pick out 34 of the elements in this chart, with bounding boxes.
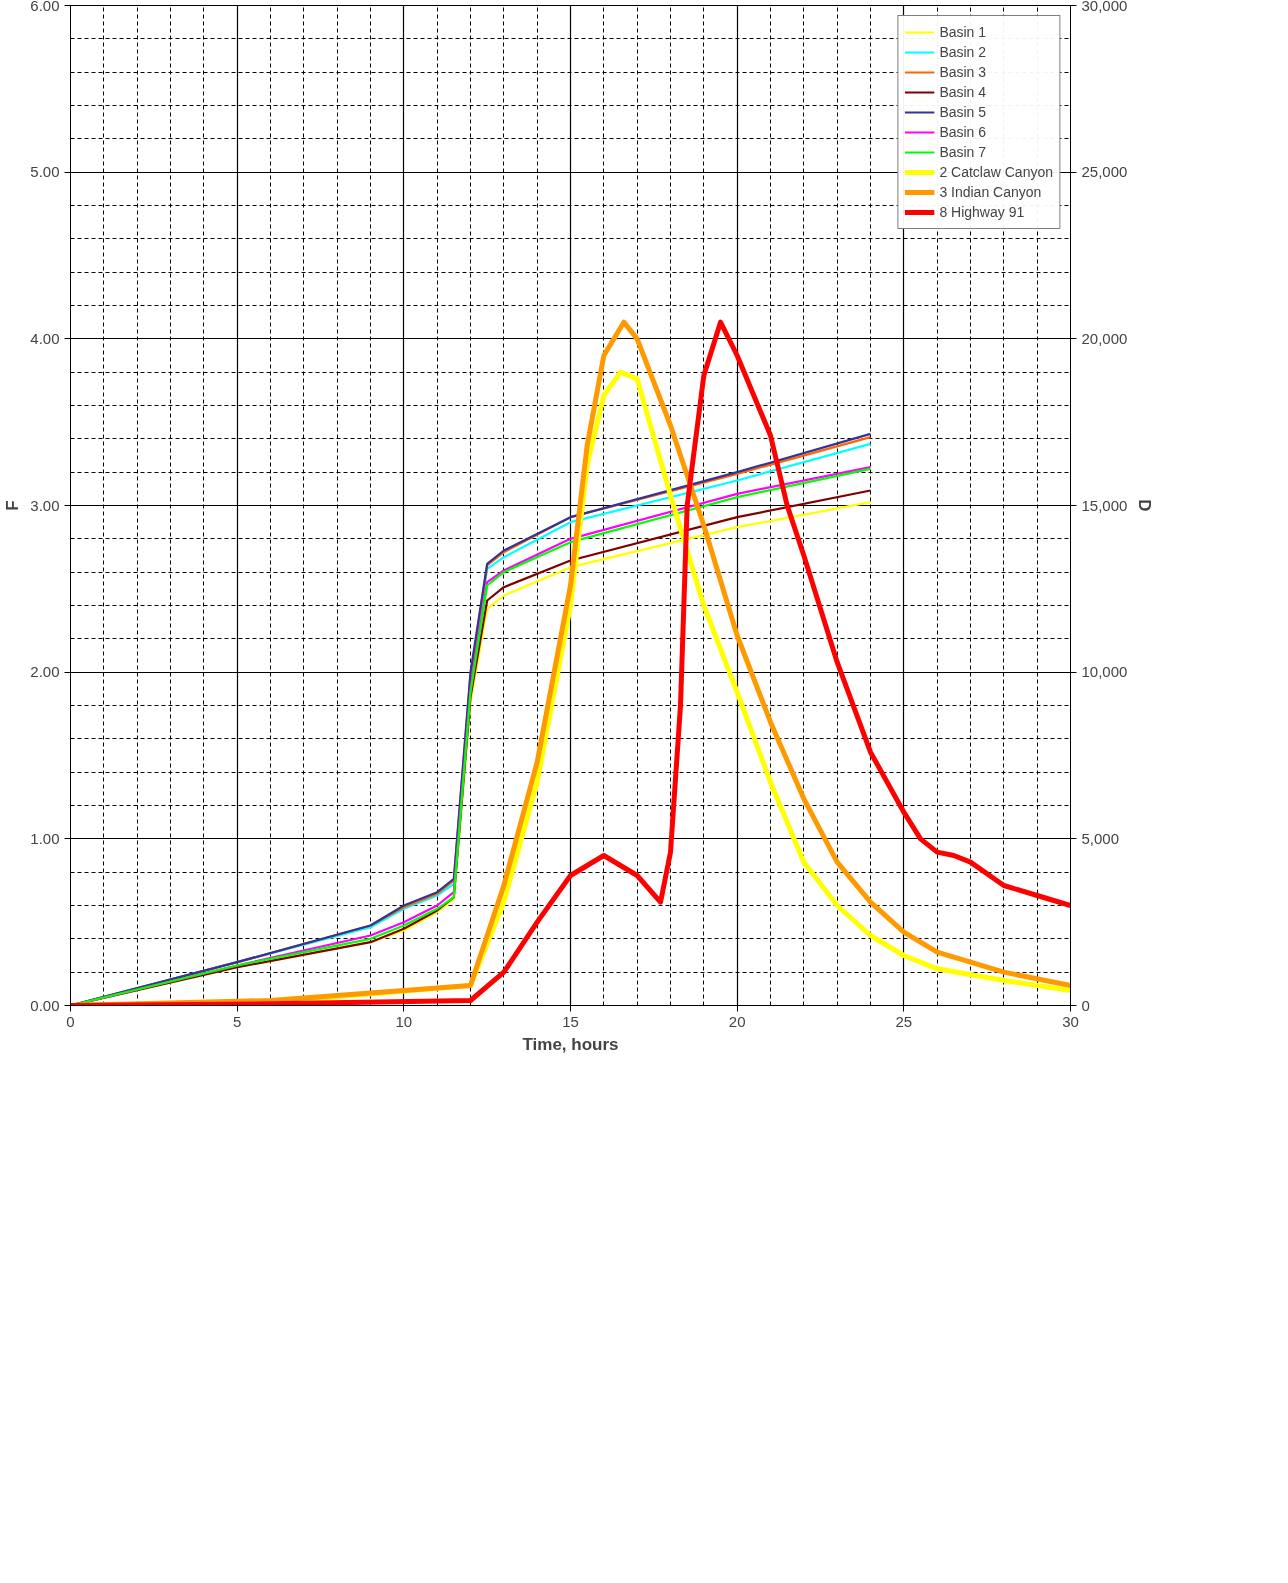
legend-label: 3 Indian Canyon	[939, 183, 1042, 201]
x-tick-label: 10	[395, 1012, 413, 1030]
y2-tick-label: 20,000	[1081, 329, 1128, 347]
y-tick-label: 0.00	[30, 996, 60, 1014]
x-axis-title: Time, hours	[522, 1034, 619, 1054]
legend-label: Basin 6	[939, 123, 987, 141]
legend-label: Basin 7	[939, 143, 987, 161]
x-tick-label: 5	[233, 1012, 242, 1030]
y-tick-label: 3.00	[30, 496, 60, 514]
legend-label: Basin 3	[939, 63, 987, 81]
y-tick-label: 6.00	[30, 0, 60, 14]
y2-tick-label: 15,000	[1081, 496, 1128, 514]
y-tick-label: 4.00	[30, 329, 60, 347]
y-tick-label: 1.00	[30, 829, 60, 847]
legend-label: Basin 5	[939, 103, 987, 121]
y-tick-label: 5.00	[30, 163, 60, 181]
x-tick-label: 15	[562, 1012, 579, 1030]
y2-tick-label: 25,000	[1081, 163, 1128, 181]
legend-label: Basin 4	[939, 83, 987, 101]
x-tick-label: 30	[1062, 1012, 1079, 1030]
y2-axis-title: D	[1135, 499, 1155, 512]
legend-label: Basin 2	[939, 43, 987, 61]
y-tick-label: 2.00	[30, 663, 60, 681]
legend-label: 8 Highway 91	[939, 203, 1025, 221]
legend-label: Basin 1	[939, 23, 987, 41]
y2-tick-label: 30,000	[1081, 0, 1128, 14]
y2-tick-label: 5,000	[1081, 829, 1120, 847]
x-tick-label: 0	[66, 1012, 75, 1030]
x-tick-label: 25	[895, 1012, 913, 1030]
y2-tick-label: 0	[1081, 996, 1090, 1014]
y2-tick-label: 10,000	[1081, 663, 1128, 681]
y-axis-title: F	[3, 500, 23, 511]
legend-label: 2 Catclaw Canyon	[939, 163, 1053, 181]
x-tick-label: 20	[728, 1012, 746, 1030]
